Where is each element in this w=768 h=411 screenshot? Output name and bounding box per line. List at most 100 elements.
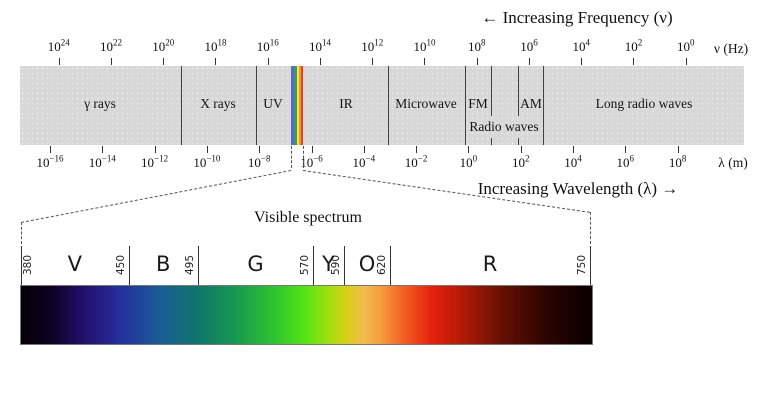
frequency-tick (424, 58, 426, 65)
frequency-tick (372, 58, 374, 65)
frequency-tick-label: 102 (624, 37, 643, 54)
wavelength-tick-label: 104 (564, 153, 582, 170)
divider-fm-right-bottom (491, 138, 492, 145)
divider-am-left-top (518, 66, 519, 116)
frequency-tick-label: 1022 (99, 37, 122, 54)
divider-am-longradio (543, 66, 544, 145)
visible-tick-label: 750 (576, 254, 588, 276)
band-label-gamma-rays: γ rays (84, 96, 116, 111)
wavelength-tick (50, 146, 51, 153)
visible-tick-line (343, 246, 345, 285)
visible-tick-line (590, 246, 591, 285)
visible-tick-label: 620 (376, 254, 389, 276)
frequency-tick-label: 106 (520, 37, 538, 54)
frequency-tick (685, 58, 687, 65)
frequency-tick-label: 108 (467, 37, 486, 54)
frequency-tick-label: 1014 (308, 37, 331, 54)
visible-tick-label: 570 (299, 254, 312, 276)
band-label-uv: UV (263, 96, 283, 111)
band-label-microwave: Microwave (395, 96, 457, 111)
connector-left (21, 169, 292, 223)
divider-fm-right-top (491, 66, 492, 116)
spectrum-band (20, 66, 744, 145)
wavelength-tick-label: 10−14 (88, 153, 116, 170)
wavelength-tick-label: 100 (459, 153, 478, 170)
frequency-tick (58, 58, 60, 65)
band-label-fm: FM (468, 96, 488, 111)
divider-am-left-bottom (518, 138, 519, 145)
divider-gamma-xrays (181, 66, 182, 145)
frequency-tick (215, 58, 217, 65)
wavelength-tick (573, 146, 574, 153)
wavelength-tick (259, 146, 261, 153)
frequency-unit-label: ν (Hz) (713, 41, 749, 56)
wavelength-tick-label: 106 (616, 153, 635, 170)
wavelength-tick (468, 146, 470, 153)
wavelength-tick-label: 102 (511, 153, 530, 170)
visible-color-letter: O (358, 252, 376, 276)
divider-microwave-fm (465, 66, 466, 145)
connector-right-stub (590, 212, 591, 244)
frequency-tick-label: 100 (676, 37, 695, 54)
visible-tick-label: 495 (183, 254, 196, 276)
visible-light-strip (291, 66, 303, 145)
visible-color-letter: R (482, 252, 498, 276)
frequency-tick-label: 1016 (256, 37, 279, 54)
visible-spectrum-gradient (20, 285, 593, 345)
frequency-tick-label: 1018 (204, 37, 227, 54)
frequency-tick (110, 58, 112, 65)
band-label-am: AM (520, 96, 542, 111)
wavelength-tick (311, 146, 313, 153)
connector-left-stub (21, 222, 22, 244)
wavelength-tick-label: 10−10 (193, 153, 221, 170)
wavelength-tick-label: 10−8 (247, 153, 271, 170)
frequency-tick-label: 1010 (413, 37, 436, 54)
wavelength-unit-label: λ (m) (718, 155, 748, 170)
wavelength-tick (102, 146, 104, 153)
wavelength-tick (206, 146, 208, 153)
wavelength-tick (363, 146, 365, 153)
wavelength-tick (154, 146, 156, 153)
visible-tick-line (128, 246, 130, 285)
frequency-tick-label: 1012 (361, 37, 384, 54)
wavelength-tick (625, 146, 627, 153)
visible-color-letter: Y (322, 252, 335, 276)
visible-tick-label: 380 (22, 254, 34, 276)
visible-color-letter: B (156, 252, 171, 276)
frequency-tick-label: 1020 (152, 37, 175, 54)
visible-spectrum-title: Visible spectrum (254, 209, 362, 226)
frequency-tick (581, 58, 583, 65)
strip-dash-right (303, 146, 304, 168)
band-label-long-radio-waves: Long radio waves (595, 96, 693, 111)
visible-tick-line (313, 246, 315, 285)
visible-tick-line (390, 246, 392, 285)
increasing-wavelength-title: Increasing Wavelength (λ) → (477, 179, 679, 198)
frequency-tick (528, 58, 530, 65)
strip-dash-left (291, 146, 292, 168)
frequency-tick (633, 58, 635, 65)
visible-tick-label: 450 (114, 254, 127, 276)
visible-tick-line (21, 246, 22, 285)
wavelength-tick (416, 146, 418, 153)
frequency-tick (319, 58, 321, 65)
frequency-tick (163, 58, 165, 65)
wavelength-tick (677, 146, 679, 153)
wavelength-tick-label: 10−4 (352, 153, 376, 170)
wavelength-tick-label: 10−2 (404, 153, 428, 170)
divider-ir-microwave (388, 66, 389, 145)
increasing-frequency-title: ← Increasing Frequency (ν) (481, 8, 673, 27)
visible-tick-line (197, 246, 199, 285)
wavelength-tick (520, 146, 522, 153)
wavelength-tick-label: 108 (668, 153, 687, 170)
wavelength-tick-label: 10−12 (141, 153, 169, 170)
divider-xrays-uv (256, 66, 257, 145)
frequency-tick (267, 58, 269, 65)
frequency-tick (476, 58, 478, 65)
wavelength-tick-label: 10−16 (36, 153, 64, 170)
visible-color-letter: V (67, 252, 82, 276)
frequency-tick-label: 1024 (47, 37, 70, 54)
visible-color-letter: G (247, 252, 264, 276)
band-label-x-rays: X rays (200, 96, 236, 111)
frequency-tick-label: 104 (572, 37, 590, 54)
